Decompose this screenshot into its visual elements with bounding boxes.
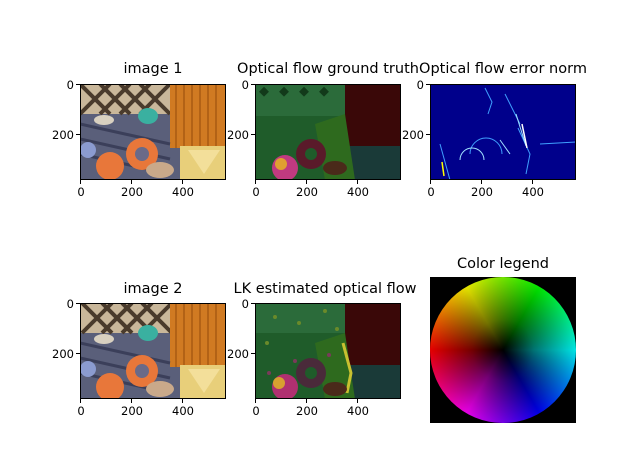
flow-error-map [430,84,576,180]
color-wheel [430,277,576,423]
image-2-photo [80,303,226,399]
y-tick-label: 0 [416,78,424,92]
x-tick-label: 0 [77,404,85,418]
x-tick-label: 0 [252,185,260,199]
panel-title: image 1 [123,61,183,77]
x-tick-label: 0 [427,185,435,199]
panel-title: image 2 [123,281,183,297]
y-tick-label: 0 [241,78,249,92]
x-tick-label: 400 [522,185,544,199]
y-tick-label: 200 [52,347,74,361]
x-tick-label: 200 [121,404,143,418]
y-tick-label: 0 [241,297,249,311]
y-tick-label: 200 [52,128,74,142]
y-tick-label: 200 [227,347,249,361]
panel-title: Optical flow ground truth [237,61,419,77]
panel-title: Color legend [457,256,549,272]
x-tick-label: 400 [172,185,194,199]
x-tick-label: 0 [252,404,260,418]
x-tick-label: 200 [296,404,318,418]
x-tick-label: 0 [77,185,85,199]
y-tick-label: 0 [66,78,74,92]
lk-flow-map [255,303,401,399]
image-1-photo [80,84,226,180]
x-tick-label: 400 [172,404,194,418]
y-tick-label: 200 [227,128,249,142]
flow-ground-truth-map [255,84,401,180]
panel-title: Optical flow error norm [419,61,587,77]
x-tick-label: 200 [121,185,143,199]
panel-title: LK estimated optical flow [233,281,417,297]
x-tick-label: 400 [347,404,369,418]
x-tick-label: 200 [296,185,318,199]
y-tick-label: 0 [66,297,74,311]
x-tick-label: 400 [347,185,369,199]
y-tick-label: 200 [402,128,424,142]
x-tick-label: 200 [471,185,493,199]
